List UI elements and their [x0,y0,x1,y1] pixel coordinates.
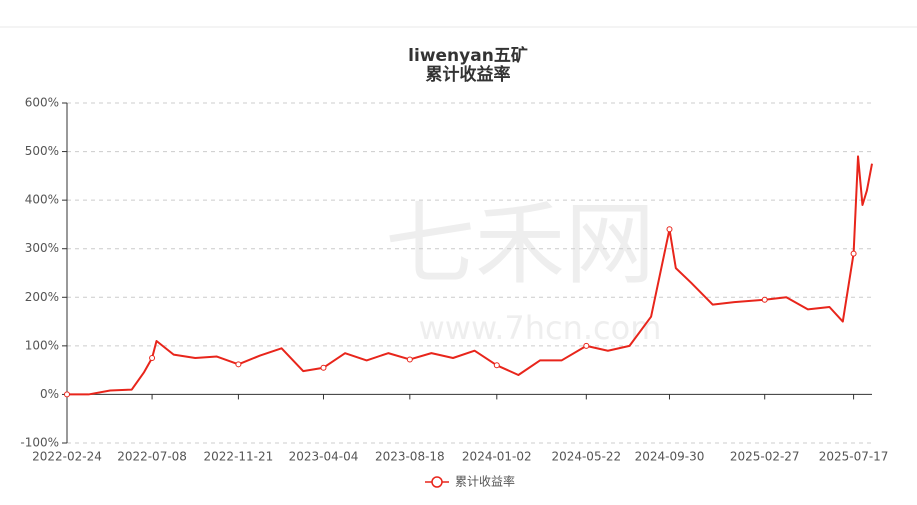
y-tick-label: 300% [25,241,59,255]
x-tick-label: 2022-11-21 [204,450,274,464]
x-tick-label: 2023-08-18 [375,450,445,464]
y-tick-label: -100% [20,436,59,450]
x-tick-label: 2023-04-04 [289,450,359,464]
chart-title: liwenyan五矿 [408,45,528,66]
y-tick-label: 500% [25,144,59,158]
y-tick-label: 200% [25,290,59,304]
y-tick-label: 600% [25,96,59,110]
point [850,250,857,257]
x-tick-label: 2024-09-30 [635,450,705,464]
point [583,342,590,349]
y-tick-label: 0% [40,387,59,401]
watermark: 七禾网 [385,192,655,297]
x-tick-label: 2024-01-02 [462,450,532,464]
x-tick-label: 2022-02-24 [32,450,102,464]
x-tick-label: 2024-05-22 [551,450,621,464]
point [320,364,327,371]
chart-subtitle: 累计收益率 [426,64,511,85]
legend-label: 累计收益率 [455,474,515,489]
y-tick-label: 400% [25,193,59,207]
x-tick-label: 2025-07-17 [819,450,889,464]
y-tick-label: 100% [25,338,59,352]
point [666,226,673,233]
point [64,391,70,398]
watermark: www.7hcn.com [419,309,662,347]
x-tick-label: 2025-02-27 [730,450,800,464]
point [149,355,156,361]
point [493,362,500,369]
point [761,296,768,303]
point [235,361,242,368]
point [406,356,413,363]
x-tick-label: 2022-07-08 [117,450,187,464]
legend-marker [431,476,443,488]
